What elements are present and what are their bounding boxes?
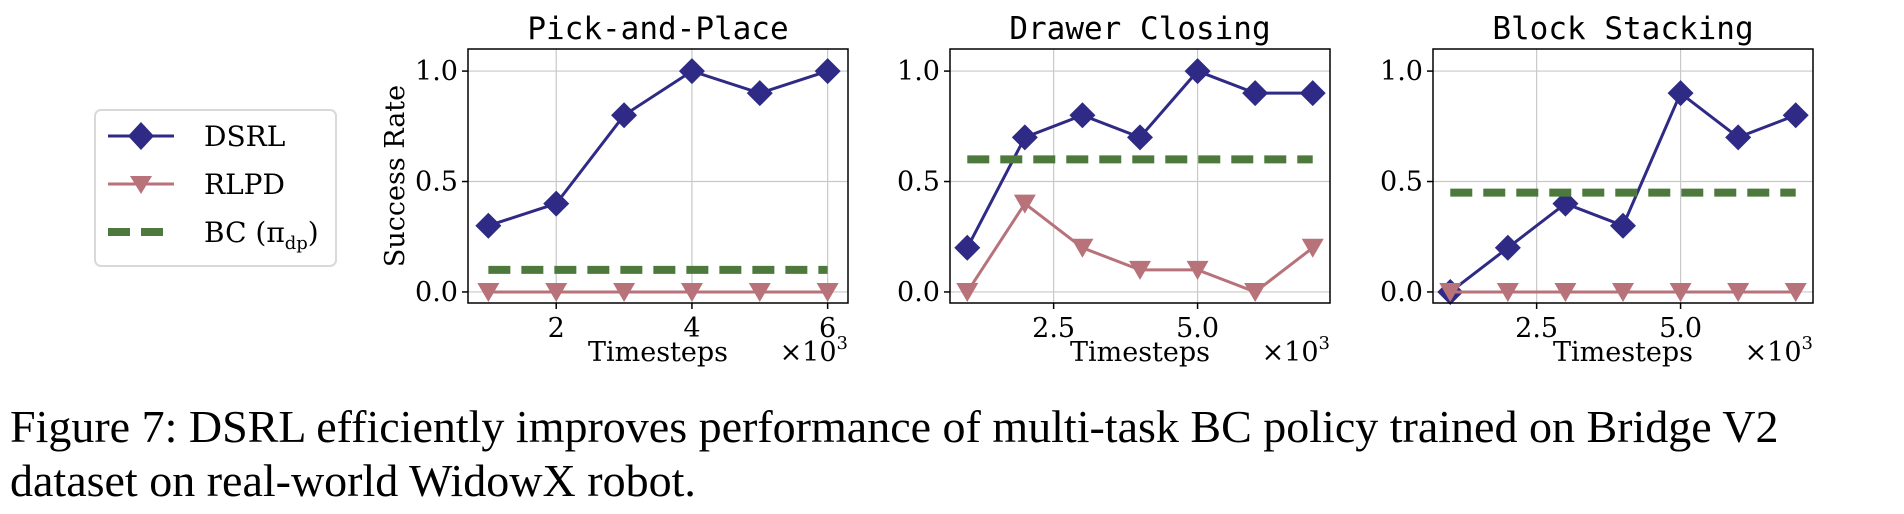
x-tick-label-1: 4 (683, 313, 700, 344)
legend-entry-rlpd: RLPD (108, 168, 285, 201)
legend-marker-rlpd (130, 176, 152, 194)
point-dsrl-6 (1782, 102, 1809, 129)
point-dsrl-5 (1725, 124, 1752, 151)
point-dsrl-1 (1011, 124, 1038, 151)
axes-frame (949, 48, 1331, 304)
point-rlpd-2 (1554, 282, 1577, 302)
x-axis-multiplier-base: ×10 (1262, 337, 1319, 368)
legend-label-rlpd: RLPD (204, 168, 285, 201)
chart-title: Pick-and-Place (527, 11, 788, 47)
point-dsrl-1 (1494, 234, 1521, 261)
caption-line-2: dataset on real-world WidowX robot. (10, 455, 696, 506)
point-dsrl-2 (1069, 102, 1096, 129)
point-rlpd-6 (1301, 238, 1324, 258)
point-dsrl-3 (1127, 124, 1153, 151)
legend-label-bc-close: ) (308, 216, 319, 249)
x-tick-label-1: 5.0 (1176, 313, 1219, 344)
x-tick-label-0: 2.5 (1515, 313, 1558, 344)
x-tick-label-0: 2.5 (1032, 313, 1075, 344)
point-dsrl-4 (746, 80, 773, 107)
x-tick-label-0: 2 (548, 313, 565, 344)
legend-label-dsrl: DSRL (204, 120, 285, 153)
caption-line-1: Figure 7: DSRL efficiently improves perf… (10, 401, 1779, 452)
point-rlpd-3 (680, 282, 703, 302)
point-rlpd-6 (1784, 282, 1807, 302)
figure: DSRL RLPD BC (πdp) 2 4 6 0.0 0.5 1.0 Pick-and-… (94, 11, 1814, 368)
point-rlpd-2 (613, 282, 636, 302)
point-dsrl-6 (1299, 80, 1326, 107)
point-dsrl-0 (954, 234, 981, 261)
y-tick-label-2: 1.0 (897, 56, 940, 87)
point-dsrl-3 (678, 58, 705, 85)
point-dsrl-4 (1667, 80, 1694, 107)
y-tick-label-2: 1.0 (1380, 56, 1423, 87)
point-dsrl-4 (1184, 58, 1211, 85)
legend-label-bc-sub: dp (285, 233, 308, 254)
point-rlpd-1 (1496, 282, 1519, 302)
panel-pick-and-place: 2 4 6 0.0 0.5 1.0 Pick-and-Place Timesteps ×103 S… (380, 11, 849, 368)
point-rlpd-0 (1439, 282, 1462, 302)
point-dsrl-3 (1610, 212, 1636, 239)
x-axis-multiplier-exp: 3 (1802, 333, 1813, 354)
point-rlpd-0 (956, 282, 979, 302)
panel-block-stacking: 2.5 5.0 0.0 0.5 1.0 Block Stacking Timesteps ×1… (1380, 11, 1814, 368)
point-dsrl-2 (611, 102, 638, 129)
axes-frame (1432, 48, 1814, 304)
point-rlpd-1 (1013, 194, 1036, 214)
point-rlpd-5 (1244, 282, 1267, 302)
point-rlpd-2 (1071, 238, 1094, 258)
axes-frame (467, 48, 849, 304)
x-axis-label: Timesteps (1553, 337, 1693, 368)
y-tick-label-1: 0.5 (1380, 167, 1423, 198)
x-axis-multiplier-exp: 3 (1319, 333, 1330, 354)
panel-drawer-closing: 2.5 5.0 0.0 0.5 1.0 Drawer Closing Timesteps ×1… (897, 11, 1331, 368)
y-tick-label-0: 0.0 (415, 277, 458, 308)
legend-entry-dsrl: DSRL (108, 120, 285, 153)
point-rlpd-4 (1186, 260, 1209, 280)
legend: DSRL RLPD BC (πdp) (94, 109, 337, 267)
figure-caption: Figure 7: DSRL efficiently improves perf… (10, 400, 1890, 508)
point-rlpd-0 (477, 282, 500, 302)
y-tick-label-0: 0.0 (897, 277, 940, 308)
point-rlpd-3 (1129, 260, 1151, 280)
legend-marker-dsrl (128, 122, 154, 150)
legend-label-bc: BC (πdp) (204, 216, 319, 254)
x-axis-multiplier-base: ×10 (1745, 337, 1802, 368)
x-axis-multiplier: ×103 (780, 333, 848, 368)
x-axis-multiplier: ×103 (1745, 333, 1813, 368)
point-dsrl-5 (1242, 80, 1269, 107)
y-tick-label-2: 1.0 (415, 56, 458, 87)
chart-title: Drawer Closing (1009, 11, 1270, 47)
y-tick-label-0: 0.0 (1380, 277, 1423, 308)
legend-label-bc-main: BC (π (204, 216, 285, 249)
point-dsrl-5 (814, 58, 841, 85)
point-rlpd-3 (1612, 282, 1634, 302)
point-dsrl-1 (543, 190, 570, 217)
x-axis-multiplier-exp: 3 (837, 333, 848, 354)
x-axis-multiplier-base: ×10 (780, 337, 837, 368)
x-tick-label-2: 6 (819, 313, 836, 344)
x-axis-label: Timesteps (588, 337, 728, 368)
y-axis-label: Success Rate (380, 85, 411, 267)
point-rlpd-5 (816, 282, 839, 302)
point-rlpd-5 (1727, 282, 1750, 302)
x-tick-label-1: 5.0 (1659, 313, 1702, 344)
x-axis-multiplier: ×103 (1262, 333, 1330, 368)
point-rlpd-4 (748, 282, 771, 302)
y-tick-label-1: 0.5 (415, 167, 458, 198)
y-tick-label-1: 0.5 (897, 167, 940, 198)
point-dsrl-0 (475, 212, 502, 239)
x-axis-label: Timesteps (1070, 337, 1210, 368)
series-line-dsrl (487, 69, 829, 228)
chart-title: Block Stacking (1492, 11, 1753, 47)
point-rlpd-4 (1669, 282, 1692, 302)
point-dsrl-2 (1552, 190, 1579, 217)
legend-entry-bc: BC (πdp) (108, 216, 319, 254)
legend-frame (94, 109, 337, 267)
point-rlpd-1 (545, 282, 568, 302)
